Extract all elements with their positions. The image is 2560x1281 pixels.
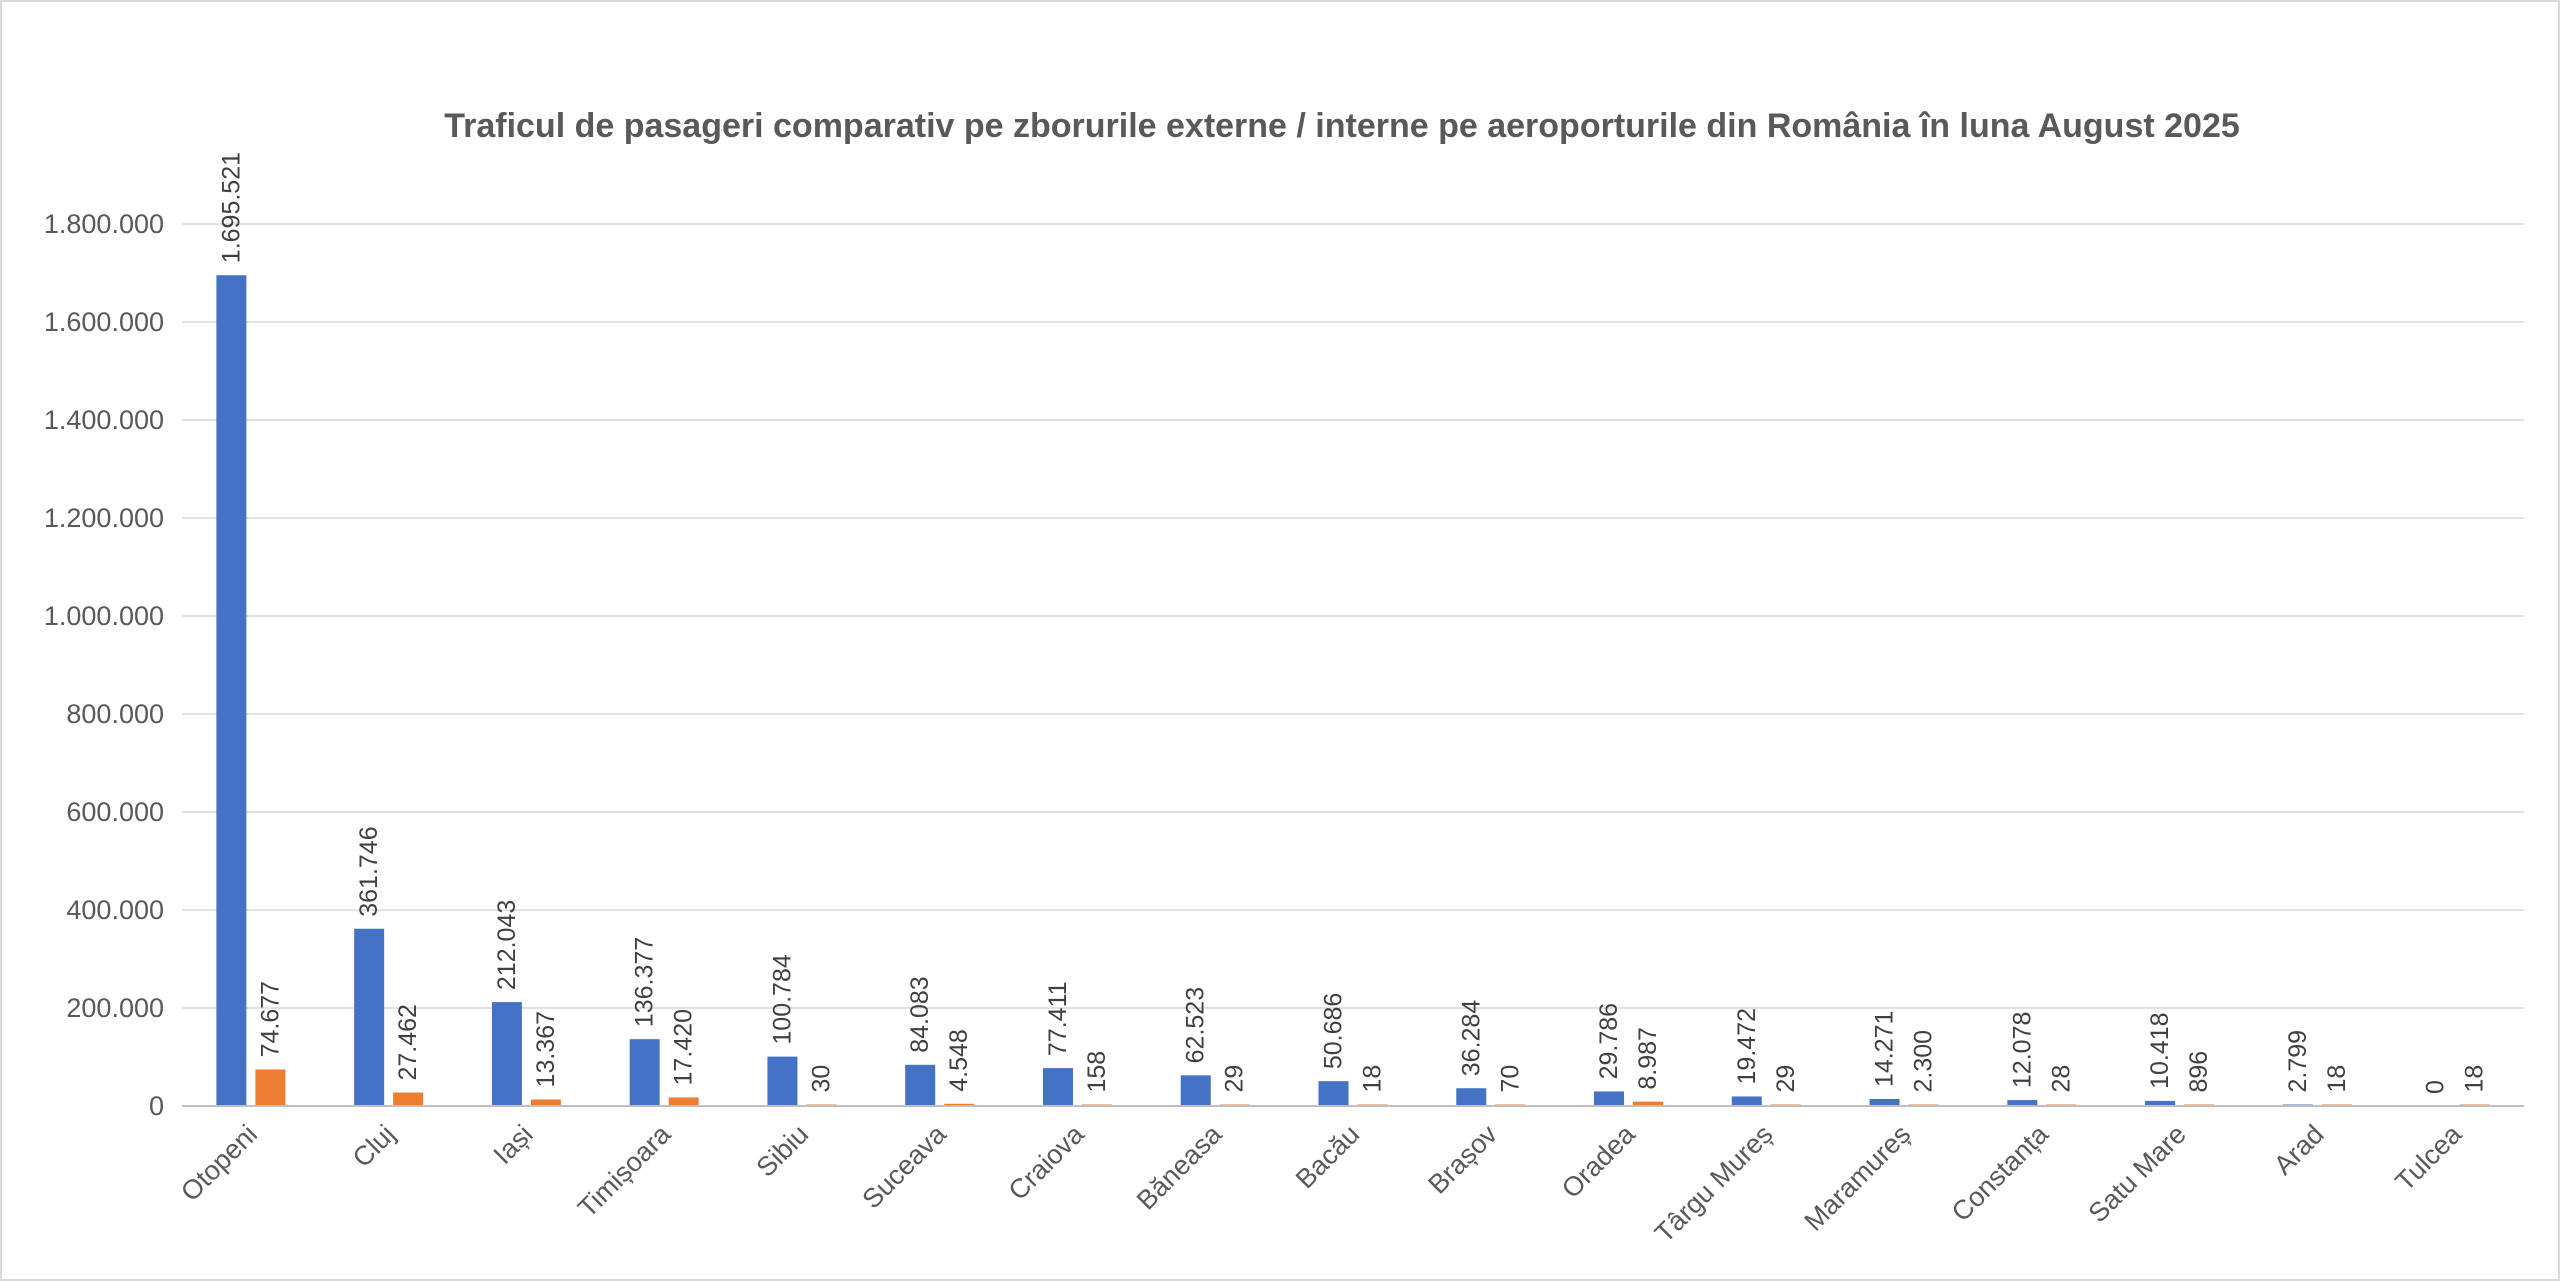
bar-series-1: [216, 275, 247, 1106]
data-label: 100.784: [768, 954, 796, 1044]
bar-series-1: [1180, 1075, 1211, 1106]
x-tick-label: Oradea: [1556, 1118, 1642, 1204]
bar-series-1: [2145, 1100, 2176, 1106]
y-tick-label: 1.600.000: [44, 307, 164, 337]
bar-series-1: [1869, 1099, 1900, 1106]
bar-series-2: [255, 1069, 286, 1106]
data-label: 18: [2323, 1065, 2351, 1093]
x-tick-label: Brașov: [1422, 1119, 1503, 1200]
data-label: 2.300: [1910, 1030, 1938, 1093]
bar-series-1: [1731, 1096, 1762, 1106]
bar-series-2: [944, 1103, 975, 1106]
x-tick-label: Maramureș: [1799, 1119, 1917, 1237]
x-tick-label: Sibiu: [751, 1119, 815, 1183]
bar-series-1: [629, 1039, 660, 1106]
data-label: 361.746: [355, 826, 383, 916]
y-tick-label: 0: [149, 1091, 164, 1121]
y-tick-label: 400.000: [66, 895, 164, 925]
x-tick-label: Târgu Mureș: [1649, 1119, 1778, 1248]
data-label: 19.472: [1733, 1008, 1761, 1084]
bar-series-1: [1042, 1068, 1073, 1106]
bar-series-2: [393, 1092, 424, 1106]
bar-series-1: [905, 1064, 936, 1106]
data-label: 10.418: [2146, 1012, 2174, 1088]
bar-series-2: [530, 1099, 561, 1106]
x-tick-label: Timișoara: [572, 1118, 677, 1223]
data-label: 50.686: [1320, 993, 1348, 1069]
data-label: 30: [807, 1065, 835, 1093]
bar-series-1: [1594, 1091, 1625, 1106]
y-tick-label: 200.000: [66, 993, 164, 1023]
y-tick-label: 1.800.000: [44, 209, 164, 239]
data-label: 18: [2461, 1065, 2489, 1093]
y-axis-ticks: 0 200.000 400.000 600.000 800.000 1.000.000 1.…: [44, 209, 164, 1121]
data-label: 14.271: [1871, 1011, 1899, 1087]
chart-title: Traficul de pasageri comparativ pe zboru…: [444, 107, 2240, 145]
y-tick-label: 1.200.000: [44, 503, 164, 533]
data-label: 18: [1359, 1065, 1387, 1093]
x-tick-label: Bacău: [1290, 1119, 1365, 1194]
data-label: 2.799: [2284, 1030, 2312, 1093]
data-label: 8.987: [1634, 1027, 1662, 1090]
x-tick-label: Băneasa: [1131, 1118, 1228, 1215]
data-label: 212.043: [493, 900, 521, 990]
data-label: 29: [1772, 1065, 1800, 1093]
data-label: 36.284: [1457, 1000, 1485, 1077]
bar-series-1: [1318, 1081, 1349, 1106]
bar-series-1: [767, 1056, 798, 1106]
data-label: 13.367: [532, 1011, 560, 1087]
bar-series-2: [1633, 1101, 1664, 1106]
x-tick-label: Arad: [2268, 1119, 2330, 1181]
data-label: 84.083: [906, 976, 934, 1052]
x-tick-label: Iași: [488, 1119, 539, 1170]
data-label: 77.411: [1044, 981, 1072, 1056]
data-label: 17.420: [670, 1009, 698, 1085]
x-tick-label: Suceava: [856, 1118, 952, 1214]
data-label: 136.377: [631, 937, 659, 1027]
y-tick-label: 1.000.000: [44, 601, 164, 631]
data-label: 12.078: [2008, 1012, 2036, 1088]
data-label: 28: [2047, 1065, 2075, 1093]
x-tick-label: Constanța: [1946, 1118, 2055, 1227]
bar-series-1: [491, 1002, 522, 1106]
data-label: 74.677: [256, 981, 284, 1057]
bar-series-2: [668, 1097, 699, 1106]
y-tick-label: 800.000: [66, 699, 164, 729]
data-labels: 1.695.521 74.677 361.746 27.462 212.043 13.36…: [217, 152, 2488, 1094]
data-label: 0: [2422, 1080, 2450, 1094]
data-label: 896: [2185, 1051, 2213, 1093]
bar-series-1: [2007, 1100, 2038, 1106]
data-label: 4.548: [945, 1029, 973, 1092]
x-tick-label: Satu Mare: [2083, 1119, 2192, 1228]
data-label: 70: [1496, 1065, 1524, 1093]
y-tick-label: 1.400.000: [44, 405, 164, 435]
x-axis-ticks: Otopeni Cluj Iași Timișoara Sibiu Suceava Crai…: [175, 1118, 2468, 1248]
data-label: 29: [1221, 1065, 1249, 1093]
x-tick-label: Tulcea: [2390, 1118, 2469, 1197]
data-label: 158: [1083, 1051, 1111, 1093]
bars: [216, 275, 2490, 1106]
data-label: 1.695.521: [217, 152, 245, 263]
bar-series-1: [354, 928, 385, 1106]
bar-series-1: [1456, 1088, 1487, 1106]
x-tick-label: Cluj: [347, 1119, 401, 1173]
y-tick-label: 600.000: [66, 797, 164, 827]
gridlines: [182, 223, 2524, 1009]
data-label: 29.786: [1595, 1003, 1623, 1079]
x-tick-label: Craiova: [1003, 1118, 1091, 1206]
data-label: 62.523: [1182, 987, 1210, 1063]
x-tick-label: Otopeni: [175, 1119, 263, 1207]
data-label: 27.462: [394, 1004, 422, 1080]
